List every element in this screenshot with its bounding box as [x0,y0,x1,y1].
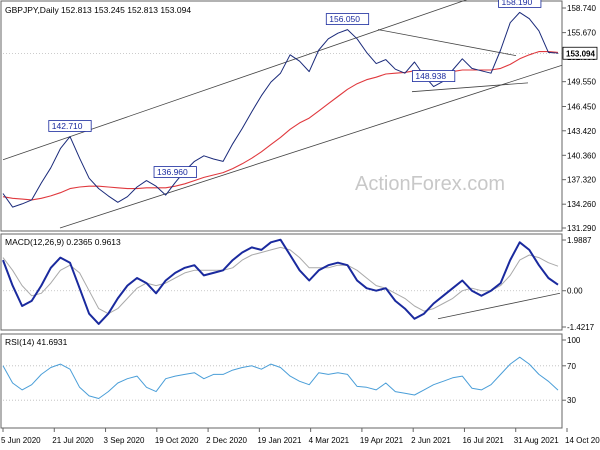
triangle-upper-line [377,29,517,56]
price-panel-label: GBPJPY,Daily 152.813 153.245 152.813 153… [5,5,191,15]
macd-ytick-label: 0.00 [567,287,583,296]
price-ytick-label: 134.260 [567,200,596,209]
macd-panel-label: MACD(12,26,9) 0.2365 0.9613 [5,237,121,247]
macd-panel-frame [0,233,563,331]
price-annotation-box [412,70,456,82]
rsi-line [2,356,559,399]
ema-line [2,51,559,201]
macd-trend-line [437,292,561,320]
triangle-lower-line [411,82,529,93]
price-ytick-label: 137.320 [567,176,596,185]
price-panel-frame [0,0,563,232]
macd-line [2,238,559,325]
x-tick-label: 19 Apr 2021 [360,436,404,445]
last-price-label: 153.094 [566,49,595,58]
macd-signal-line [2,246,559,315]
lower-channel-line [59,64,563,229]
x-tick-label: 14 Oct 2021 [565,436,600,445]
macd-panel: 1.9887 0.00 -1.4217 [2,236,595,332]
rsi-panel-label: RSI(14) 41.6931 [5,337,68,347]
price-annotation-label: 158.190 [502,0,533,7]
price-ytick-label: 155.670 [567,29,596,38]
price-annotation-label: 156.050 [329,14,360,24]
watermark: ActionForex.com [355,173,505,195]
rsi-panel-frame [0,333,563,429]
price-annotation-label: 142.710 [52,121,83,131]
rsi-panel: 100 70 30 [2,336,581,405]
price-annotation-box [498,0,542,8]
x-tick-label: 2 Jun 2021 [411,436,451,445]
x-tick-label: 31 Aug 2021 [514,436,559,445]
x-axis: 5 Jun 2020 21 Jul 2020 3 Sep 2020 19 Oct 20… [1,428,600,445]
x-tick-label: 21 Jul 2020 [52,436,94,445]
rsi-ytick-label: 100 [567,336,581,345]
price-ytick-label: 158.740 [567,4,596,13]
price-annotation-label: 136.960 [157,167,188,177]
x-tick-label: 5 Jun 2020 [1,436,41,445]
price-ytick-label: 146.450 [567,102,596,111]
x-tick-label: 19 Oct 2020 [155,436,199,445]
price-annotation-box [153,166,197,178]
x-tick-label: 3 Sep 2020 [104,436,145,445]
price-ytick-label: 140.360 [567,151,596,160]
x-tick-label: 19 Jan 2021 [257,436,302,445]
rsi-ytick-label: 70 [567,362,576,371]
price-line [2,11,559,208]
price-ytick-label: 149.550 [567,78,596,87]
x-tick-label: 16 Jul 2021 [462,436,504,445]
x-tick-label: 2 Dec 2020 [206,436,247,445]
rsi-ytick-label: 30 [567,396,576,405]
price-annotation-box [48,120,92,132]
price-annotation-box [325,13,370,25]
price-panel: 158.740155.670152.600149.550146.450143.4… [2,0,598,233]
price-annotation-label: 148.938 [415,71,446,81]
price-ytick-label: 131.290 [567,224,596,233]
price-ytick-label: 143.420 [567,127,596,136]
macd-ytick-label: 1.9887 [567,236,592,245]
x-tick-label: 4 Mar 2021 [309,436,350,445]
macd-ytick-label: -1.4217 [567,323,595,332]
last-price-box [562,46,598,60]
